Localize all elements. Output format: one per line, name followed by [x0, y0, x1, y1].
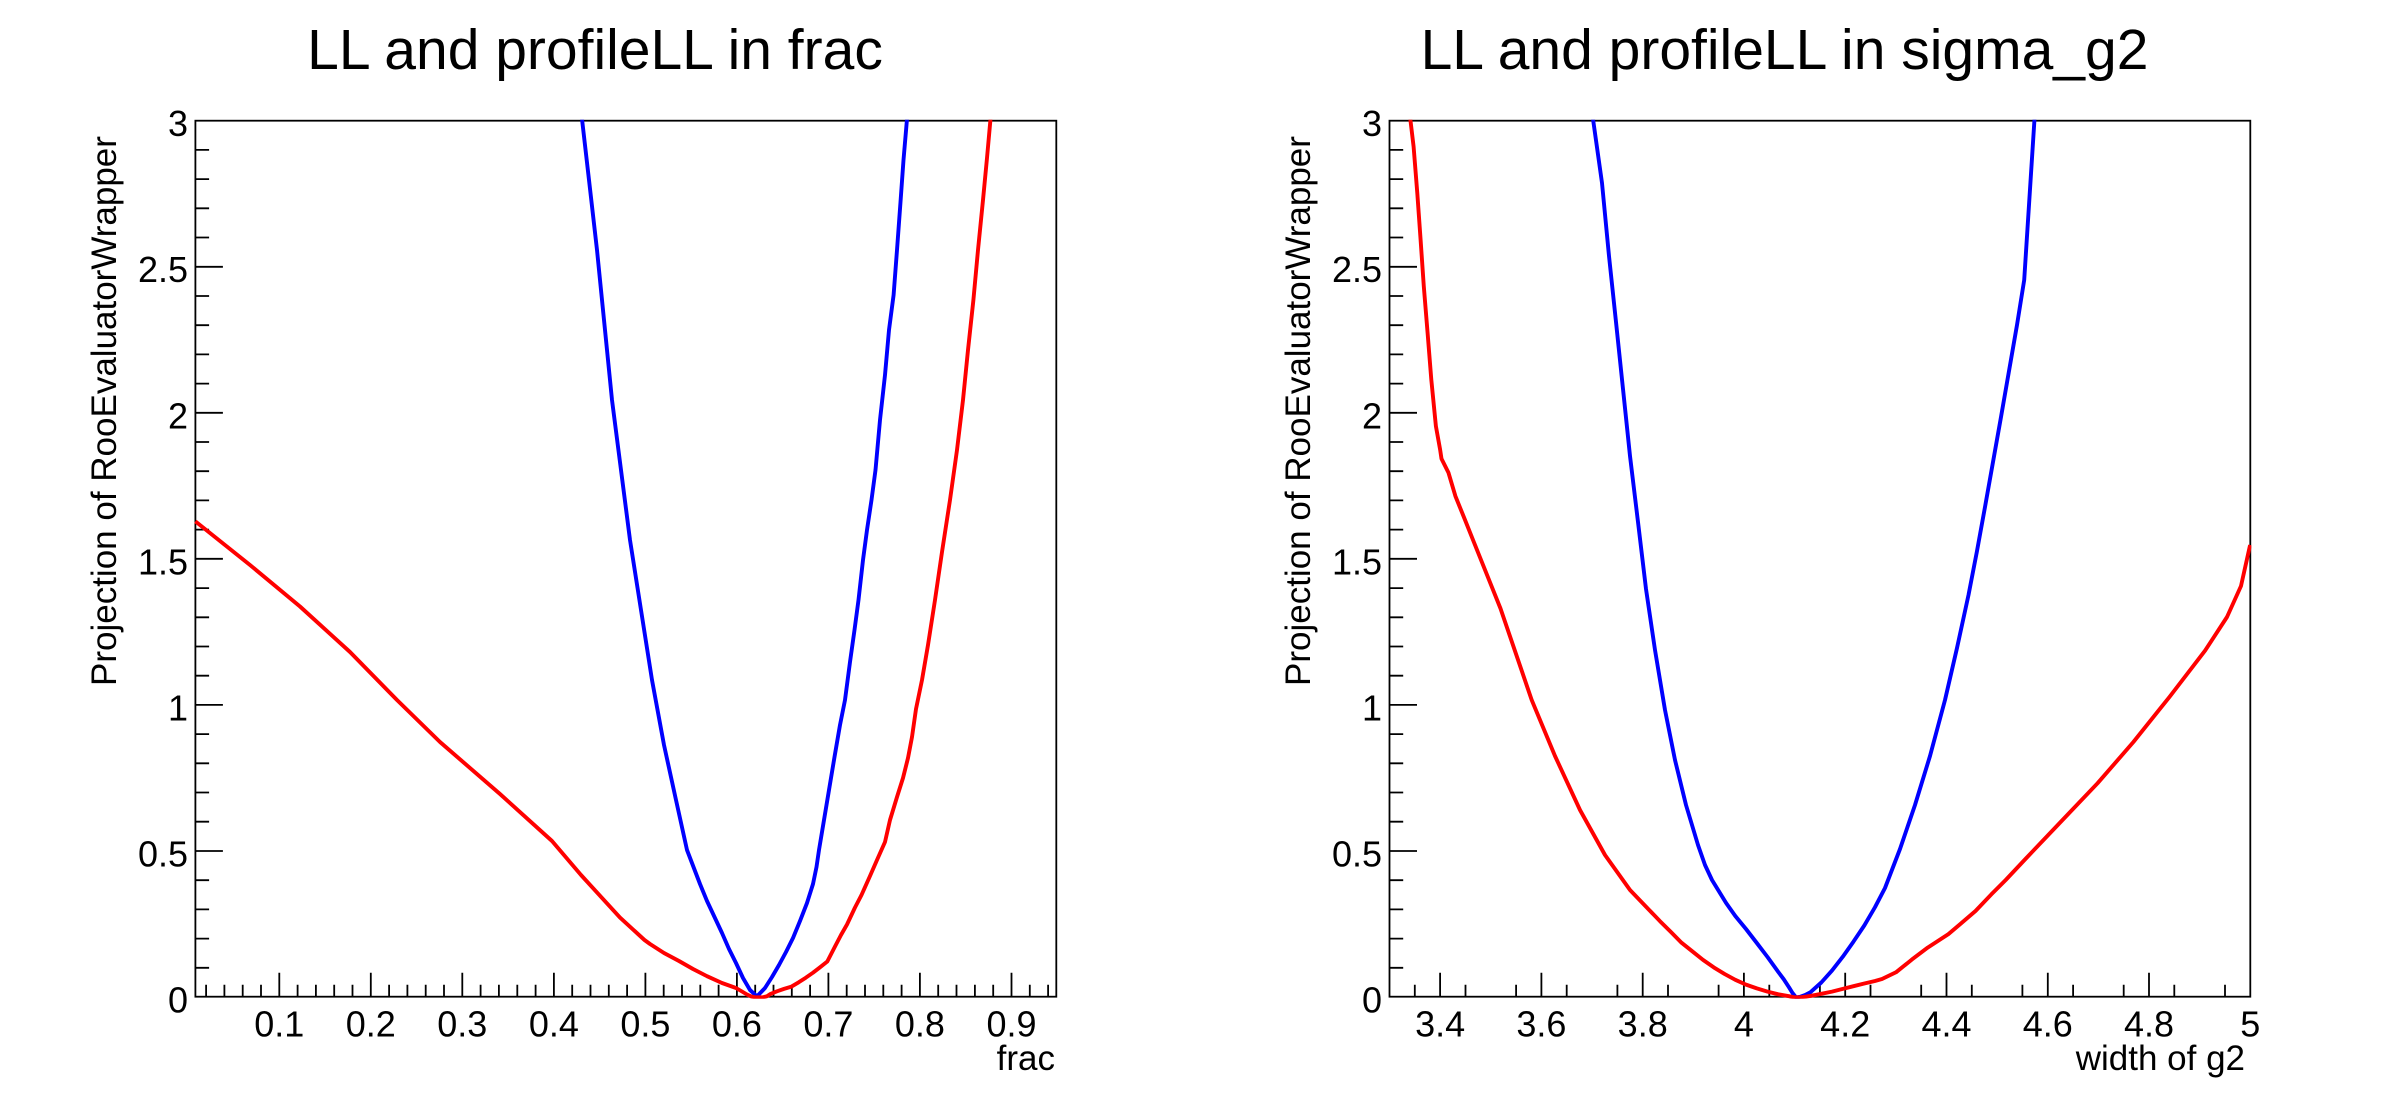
svg-text:3: 3 [1362, 103, 1382, 144]
svg-text:0: 0 [1362, 980, 1382, 1021]
svg-text:0: 0 [168, 980, 188, 1021]
svg-text:0.8: 0.8 [895, 1004, 945, 1045]
svg-text:1: 1 [1362, 687, 1382, 728]
svg-text:0.6: 0.6 [712, 1004, 762, 1045]
svg-text:0.1: 0.1 [254, 1004, 304, 1045]
svg-text:frac: frac [997, 1039, 1055, 1078]
svg-text:Projection of RooEvaluatorWrap: Projection of RooEvaluatorWrapper [85, 136, 124, 686]
svg-text:0.5: 0.5 [1332, 834, 1382, 875]
svg-text:5: 5 [2240, 1004, 2260, 1045]
svg-text:0.5: 0.5 [620, 1004, 670, 1045]
svg-text:0.3: 0.3 [437, 1004, 487, 1045]
svg-text:2.5: 2.5 [138, 249, 188, 290]
svg-text:0.7: 0.7 [803, 1004, 853, 1045]
svg-text:Projection of RooEvaluatorWrap: Projection of RooEvaluatorWrapper [1279, 136, 1318, 686]
svg-text:4: 4 [1734, 1004, 1754, 1045]
svg-text:LL and profileLL in sigma_g2: LL and profileLL in sigma_g2 [1421, 18, 2149, 82]
svg-text:1: 1 [168, 687, 188, 728]
svg-text:1.5: 1.5 [1332, 541, 1382, 582]
svg-text:2: 2 [1362, 395, 1382, 436]
svg-text:3.8: 3.8 [1618, 1004, 1668, 1045]
svg-text:2.5: 2.5 [1332, 249, 1382, 290]
svg-text:LL and profileLL in frac: LL and profileLL in frac [307, 18, 883, 82]
svg-text:0.9: 0.9 [986, 1004, 1036, 1045]
svg-text:4.8: 4.8 [2124, 1004, 2174, 1045]
svg-text:4.4: 4.4 [1921, 1004, 1971, 1045]
svg-text:3: 3 [168, 103, 188, 144]
svg-text:2: 2 [168, 395, 188, 436]
svg-text:3.6: 3.6 [1516, 1004, 1566, 1045]
svg-text:0.4: 0.4 [529, 1004, 579, 1045]
svg-text:4.6: 4.6 [2023, 1004, 2073, 1045]
svg-text:0.2: 0.2 [346, 1004, 396, 1045]
svg-text:3.4: 3.4 [1415, 1004, 1465, 1045]
svg-text:1.5: 1.5 [138, 541, 188, 582]
svg-text:width of g2: width of g2 [2075, 1039, 2245, 1078]
svg-text:0.5: 0.5 [138, 834, 188, 875]
svg-text:4.2: 4.2 [1820, 1004, 1870, 1045]
